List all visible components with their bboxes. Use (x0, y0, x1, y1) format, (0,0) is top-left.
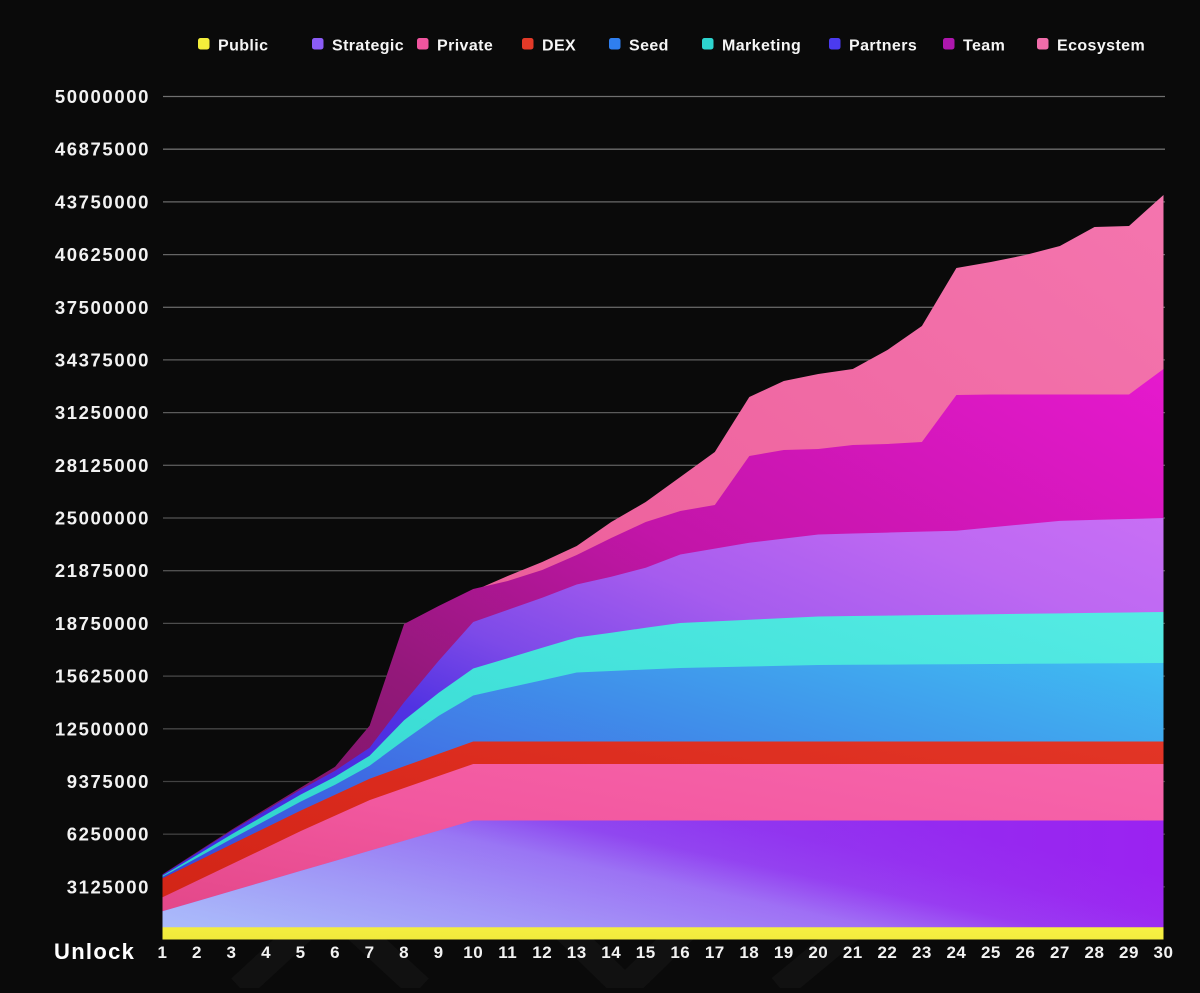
svg-text:Unlock: Unlock (54, 939, 135, 964)
svg-text:27: 27 (1050, 943, 1070, 962)
svg-text:15: 15 (636, 943, 656, 962)
svg-text:22: 22 (877, 943, 897, 962)
svg-text:26: 26 (1015, 943, 1035, 962)
svg-text:4: 4 (261, 943, 271, 962)
svg-text:18: 18 (739, 943, 759, 962)
svg-text:9375000: 9375000 (67, 771, 150, 792)
svg-text:25: 25 (981, 943, 1001, 962)
svg-text:28: 28 (1085, 943, 1105, 962)
svg-text:11: 11 (498, 943, 517, 962)
svg-text:13: 13 (567, 943, 587, 962)
svg-text:3125000: 3125000 (67, 876, 150, 897)
svg-text:16: 16 (670, 943, 690, 962)
svg-text:18750000: 18750000 (55, 613, 150, 634)
svg-text:10: 10 (463, 943, 483, 962)
svg-text:14: 14 (601, 943, 621, 962)
svg-text:28125000: 28125000 (55, 455, 150, 476)
svg-text:43750000: 43750000 (55, 191, 150, 212)
svg-text:Private: Private (437, 38, 493, 55)
svg-text:31250000: 31250000 (55, 402, 150, 423)
svg-text:12: 12 (532, 943, 552, 962)
svg-text:3: 3 (227, 943, 237, 962)
svg-text:Strategic: Strategic (332, 38, 404, 55)
svg-text:24: 24 (946, 943, 966, 962)
svg-text:50000000: 50000000 (55, 86, 150, 107)
svg-text:46875000: 46875000 (55, 139, 150, 160)
svg-text:37500000: 37500000 (55, 297, 150, 318)
svg-text:21: 21 (843, 943, 863, 962)
svg-text:12500000: 12500000 (55, 718, 150, 739)
svg-text:25000000: 25000000 (55, 508, 150, 529)
svg-text:23: 23 (912, 943, 932, 962)
svg-text:30: 30 (1154, 943, 1174, 962)
svg-text:34375000: 34375000 (55, 349, 150, 370)
svg-text:Ecosystem: Ecosystem (1057, 38, 1145, 55)
svg-text:40625000: 40625000 (55, 244, 150, 265)
svg-text:17: 17 (705, 943, 725, 962)
svg-text:9: 9 (434, 943, 444, 962)
svg-text:2: 2 (192, 943, 202, 962)
svg-text:DEX: DEX (542, 38, 576, 55)
svg-text:Public: Public (218, 38, 268, 55)
svg-text:6250000: 6250000 (67, 824, 150, 845)
svg-text:8: 8 (399, 943, 409, 962)
svg-text:7: 7 (365, 943, 375, 962)
svg-text:15625000: 15625000 (55, 666, 150, 687)
svg-text:Seed: Seed (629, 38, 669, 55)
svg-text:20: 20 (808, 943, 828, 962)
svg-text:19: 19 (774, 943, 794, 962)
svg-text:21875000: 21875000 (55, 560, 150, 581)
svg-text:6: 6 (330, 943, 340, 962)
svg-text:1: 1 (158, 943, 168, 962)
svg-text:29: 29 (1119, 943, 1139, 962)
svg-text:Partners: Partners (849, 38, 917, 55)
svg-text:Marketing: Marketing (722, 38, 801, 55)
svg-text:Team: Team (963, 38, 1005, 55)
svg-text:5: 5 (296, 943, 306, 962)
